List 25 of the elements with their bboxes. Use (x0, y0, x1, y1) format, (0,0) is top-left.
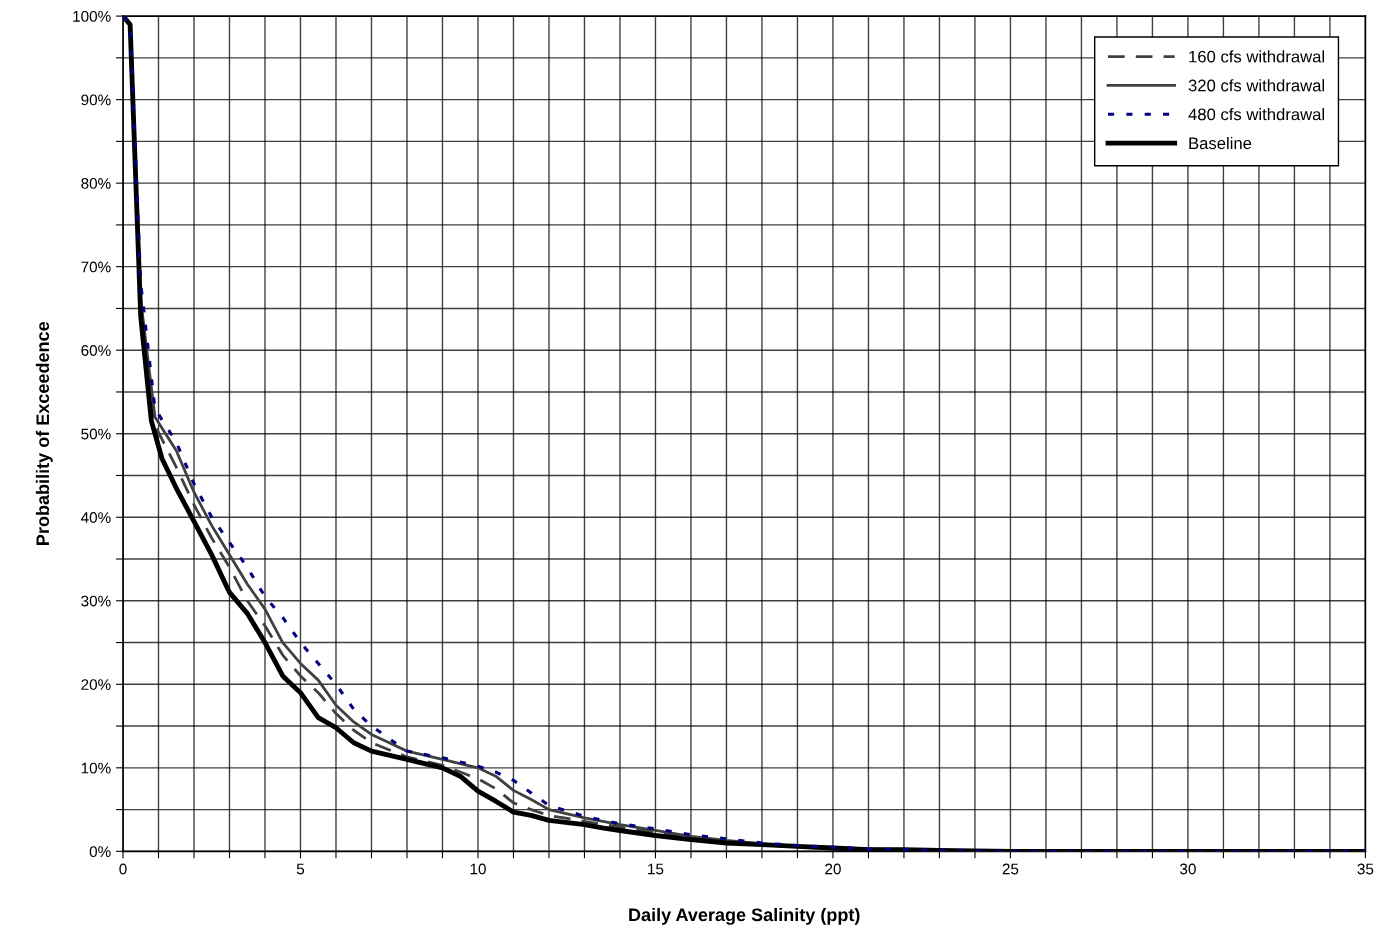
y-tick-label: 70% (81, 261, 111, 273)
y-tick-label: 40% (80, 512, 111, 523)
legend-label: 480 cfs withdrawal (1188, 108, 1325, 121)
y-tick-label: 30% (81, 595, 111, 607)
y-tick-label: 50% (81, 428, 111, 440)
y-tick-label: 80% (81, 178, 111, 189)
x-tick-label: 0 (119, 863, 127, 875)
y-axis-title: Probability of Exceedence (35, 321, 53, 545)
x-tick-label: 20 (825, 863, 841, 875)
y-tick-label: 100% (73, 10, 111, 22)
x-tick-label: 15 (648, 863, 664, 875)
x-axis-title: Daily Average Salinity (ppt) (629, 907, 860, 925)
y-tick-label: 0% (89, 846, 111, 858)
x-tick-label: 10 (470, 863, 486, 875)
x-tick-label: 35 (1357, 863, 1374, 875)
y-tick-label: 90% (81, 94, 111, 106)
legend-label: Baseline (1189, 136, 1252, 150)
y-tick-label: 20% (81, 679, 111, 690)
legend-label: 320 cfs withdrawal (1188, 79, 1325, 92)
x-tick-label: 25 (1002, 863, 1019, 875)
y-tick-label: 60% (81, 345, 111, 356)
x-tick-label: 5 (296, 863, 305, 875)
legend-label: 160 cfs withdrawal (1189, 50, 1325, 63)
y-tick-label: 10% (81, 762, 111, 774)
x-tick-label: 30 (1180, 863, 1196, 875)
